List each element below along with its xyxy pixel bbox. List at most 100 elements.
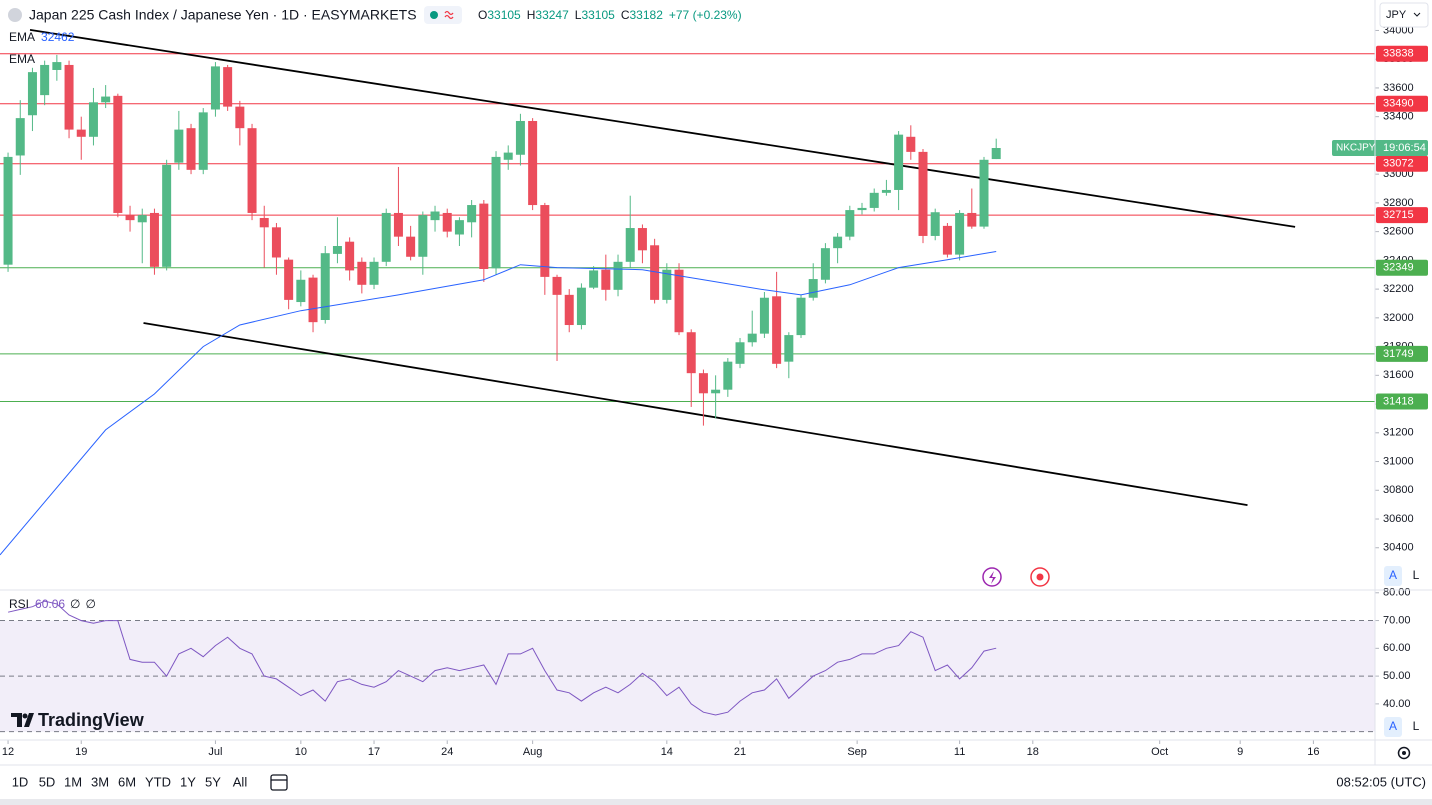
ohlc-legend: O33105 H33247 L33105 C33182 +77 (+0.23%) [478, 8, 742, 22]
symbol-icon [8, 8, 22, 22]
x-tick-label: 16 [1307, 746, 1319, 758]
range-toolbar: 1D 5D 1M 3M 6M YTD 1Y 5Y All [12, 774, 248, 789]
y-tick-label: 32200 [1383, 283, 1414, 295]
range-button[interactable]: 6M [118, 774, 136, 789]
log-scale-label[interactable]: L [1413, 719, 1420, 733]
y-tick-label: 31000 [1383, 455, 1414, 467]
auto-scale-button[interactable] [1384, 566, 1402, 586]
logo-mark [11, 713, 34, 727]
candle-body [52, 62, 62, 70]
calendar-icon[interactable] [270, 774, 288, 791]
candle-body [833, 236, 843, 249]
candle-body [711, 389, 721, 394]
range-button[interactable]: All [233, 774, 248, 789]
level-label-bg [1376, 95, 1428, 112]
ohlc-key: C [621, 8, 630, 22]
y-tick-label: 30400 [1383, 542, 1414, 554]
candle-body [503, 152, 513, 160]
candle-body [467, 205, 477, 223]
range-button[interactable]: 5Y [205, 774, 221, 789]
candle-body [845, 210, 855, 237]
level-label: 32715 [1383, 209, 1414, 221]
range-button[interactable]: 5D [39, 774, 56, 789]
candle-body [735, 342, 745, 364]
y-tick-label: 32800 [1383, 197, 1414, 209]
range-button[interactable]: 1D [12, 774, 29, 789]
candle-body [857, 207, 867, 211]
candle-body [259, 217, 269, 228]
ohlc-value: 33105 [487, 8, 521, 22]
trend-line [29, 29, 1296, 228]
rsi-value: 60.06 [35, 597, 65, 611]
alert-icon[interactable] [1030, 567, 1050, 587]
candle-body [698, 373, 708, 394]
level-label: 31418 [1383, 395, 1414, 407]
auto-scale-label[interactable]: A [1389, 568, 1397, 582]
level-label-bg [1376, 393, 1428, 410]
ema-line [0, 251, 997, 556]
log-scale-label[interactable]: L [1413, 568, 1420, 582]
candle-body [576, 287, 586, 326]
range-button[interactable]: 1M [64, 774, 82, 789]
rsi-pane [0, 600, 1375, 733]
candle-body [418, 215, 428, 257]
level-label: 33490 [1383, 98, 1414, 110]
candle-body [271, 227, 281, 258]
x-tick-label: 12 [2, 746, 14, 758]
event-bolt [989, 571, 996, 584]
level-label-bg [1376, 45, 1428, 62]
level-label-bg [1376, 207, 1428, 224]
candle-body [40, 64, 50, 96]
candle-body [3, 156, 13, 265]
x-tick-label: Aug [523, 746, 543, 758]
candle-body [906, 136, 916, 152]
rsi-extra: ∅ [70, 597, 80, 611]
y-tick-label: 30600 [1383, 513, 1414, 525]
candle-body [979, 159, 989, 227]
candle-body [430, 211, 440, 221]
candle-body [881, 189, 891, 193]
ema-name: EMA [9, 30, 35, 44]
candle-body [637, 228, 647, 251]
x-tick-label: 9 [1237, 746, 1243, 758]
candle-body [137, 215, 147, 223]
candle-body [942, 225, 952, 255]
alert-dot [1036, 573, 1044, 581]
candle-body [393, 212, 403, 237]
candle-body [515, 120, 525, 155]
status-badge [424, 6, 462, 24]
candle-body [772, 296, 782, 364]
y-tick-label: 33600 [1383, 82, 1414, 94]
ema-legend-2: EMA [9, 52, 35, 66]
level-label: 32349 [1383, 262, 1414, 274]
rsi-line [7, 600, 997, 716]
auto-scale-label[interactable]: A [1389, 719, 1397, 733]
event-icon[interactable] [982, 567, 1002, 587]
candle-body [930, 212, 940, 236]
currency-button[interactable] [1379, 2, 1429, 28]
candle-body [235, 106, 245, 129]
candle-body [381, 212, 391, 262]
candle-body [296, 279, 306, 303]
candle-body [613, 261, 623, 290]
currency-label[interactable]: JPY [1386, 9, 1407, 21]
candle-body [320, 253, 330, 321]
candle-body [759, 297, 769, 334]
x-tick-label: 11 [954, 746, 965, 758]
x-tick-label: Sep [847, 746, 867, 758]
candle-body [589, 270, 599, 288]
range-button[interactable]: 1Y [180, 774, 196, 789]
candle-body [967, 212, 977, 227]
candle-body [174, 129, 184, 163]
range-button[interactable]: YTD [145, 774, 171, 789]
candle-body [991, 148, 1001, 160]
countdown-tag: 19:06:54 [1383, 142, 1426, 154]
settings-icon[interactable] [1397, 746, 1411, 760]
rsi-name: RSI [9, 597, 29, 611]
candle-body [686, 332, 696, 374]
candle-body [528, 120, 538, 206]
symbol-title: Japan 225 Cash Index / Japanese Yen · 1D… [29, 7, 417, 23]
level-label: 33838 [1383, 48, 1414, 60]
auto-scale-button[interactable] [1384, 717, 1402, 737]
range-button[interactable]: 3M [91, 774, 109, 789]
